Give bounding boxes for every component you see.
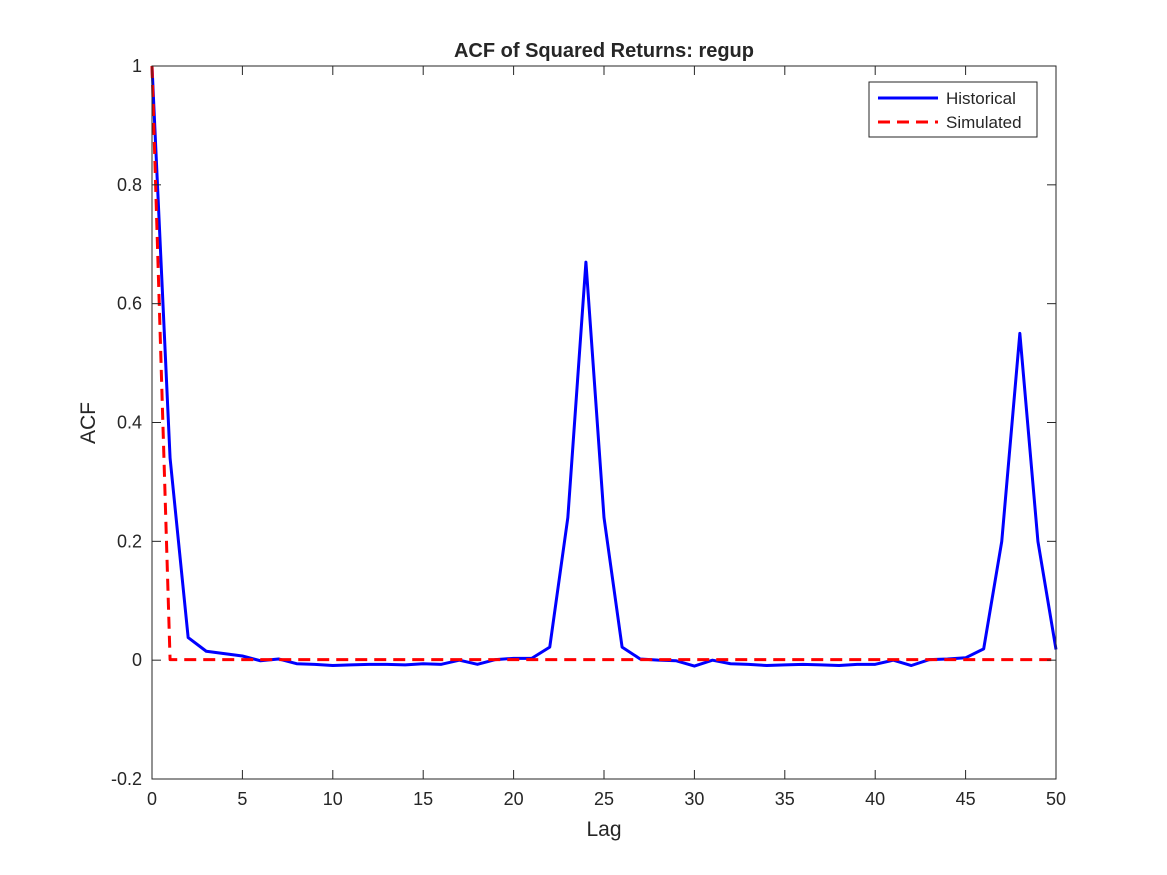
x-tick-label: 50 xyxy=(1046,789,1066,809)
x-tick-label: 30 xyxy=(684,789,704,809)
x-axis-title: Lag xyxy=(586,818,621,841)
chart-title: ACF of Squared Returns: regup xyxy=(454,40,754,62)
y-axis-title: ACF xyxy=(77,402,100,444)
x-tick-label: 35 xyxy=(775,789,795,809)
x-tick-label: 20 xyxy=(504,789,524,809)
y-tick-label: 0.2 xyxy=(117,531,142,551)
y-tick-label: 0 xyxy=(132,650,142,670)
x-tick-label: 0 xyxy=(147,789,157,809)
legend: Historical Simulated xyxy=(868,81,1038,138)
x-tick-label: 15 xyxy=(413,789,433,809)
y-tick-label: 0.6 xyxy=(117,294,142,314)
x-tick-label: 10 xyxy=(323,789,343,809)
legend-box xyxy=(868,81,1038,138)
y-tick-label: -0.2 xyxy=(111,769,142,789)
y-tick-label: 0.8 xyxy=(117,175,142,195)
x-tick-label: 25 xyxy=(594,789,614,809)
x-tick-label: 45 xyxy=(956,789,976,809)
legend-label-simulated: Simulated xyxy=(946,113,1022,132)
legend-label-historical: Historical xyxy=(946,89,1016,108)
series-line-simulated xyxy=(150,65,1056,662)
y-tick-label: 0.4 xyxy=(117,413,142,433)
plot-area xyxy=(152,66,1056,779)
x-tick-label: 5 xyxy=(237,789,247,809)
y-tick-label: 1 xyxy=(132,56,142,76)
series-lines xyxy=(150,65,1058,668)
axes: 0 5 10 15 20 25 30 35 40 45 50-0.200.20.40.60.81 xyxy=(111,56,1066,809)
series-line-historical xyxy=(150,65,1058,668)
x-tick-label: 40 xyxy=(865,789,885,809)
